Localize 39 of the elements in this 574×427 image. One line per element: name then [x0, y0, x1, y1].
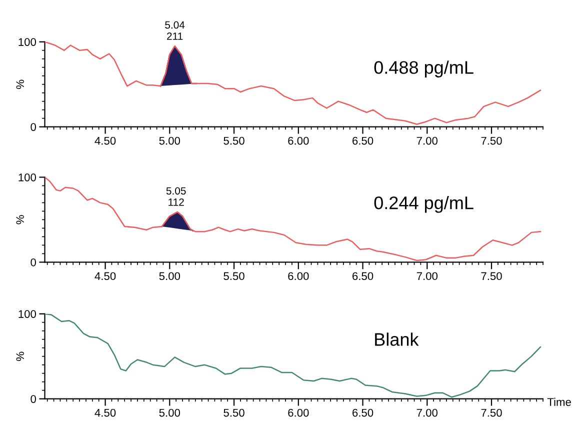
- x-tick-label: 7.00: [416, 272, 438, 280]
- x-tick-label: 5.50: [224, 136, 244, 145]
- annotation: 0.488 pg/mL: [374, 60, 474, 78]
- x-tick-label: 6.00: [288, 272, 309, 280]
- x-tick-label: 6.00: [288, 408, 309, 417]
- line-series: [44, 42, 542, 125]
- y-tick-label: 0: [30, 395, 36, 403]
- x-tick-label: 6.50: [352, 136, 374, 145]
- x-tick-label: 6.50: [352, 272, 374, 280]
- x-tick-label: 5.50: [224, 272, 244, 280]
- y-axis-title: %: [16, 352, 24, 361]
- x-tick-label: 4.50: [94, 408, 116, 417]
- x-tick-label: 7.00: [416, 136, 438, 145]
- x-tick-label: 7.50: [481, 408, 502, 417]
- x-tick-label: 7.50: [481, 272, 502, 280]
- x-tick-label: 5.00: [159, 136, 180, 145]
- y-tick-label: 100: [18, 38, 36, 46]
- line-series: [44, 314, 542, 398]
- x-axis-title: Time: [547, 398, 571, 406]
- line-series: [44, 177, 542, 262]
- annotation: Blank: [375, 332, 419, 346]
- x-tick-label: 5.00: [159, 272, 180, 280]
- x-tick-label: 4.50: [94, 136, 116, 145]
- annotation: 5.04 211: [165, 21, 185, 40]
- y-tick-label: 100: [18, 310, 36, 318]
- x-tick-label: 6.50: [352, 408, 374, 417]
- x-tick-label: 5.00: [159, 408, 180, 417]
- y-tick-label: 0: [30, 123, 36, 131]
- y-axis-title: %: [16, 80, 24, 89]
- x-tick-label: 6.00: [288, 136, 309, 145]
- x-tick-label: 7.00: [416, 408, 438, 417]
- x-tick-label: 4.50: [94, 272, 116, 280]
- y-tick-label: 100: [18, 173, 36, 182]
- x-tick-label: 7.50: [481, 136, 502, 145]
- x-tick-label: 5.50: [224, 408, 244, 417]
- annotation: 0.244 pg/mL: [374, 196, 474, 213]
- y-axis-title: %: [16, 215, 24, 224]
- y-tick-label: 0: [30, 258, 36, 266]
- annotation: 5.05 112: [166, 187, 186, 206]
